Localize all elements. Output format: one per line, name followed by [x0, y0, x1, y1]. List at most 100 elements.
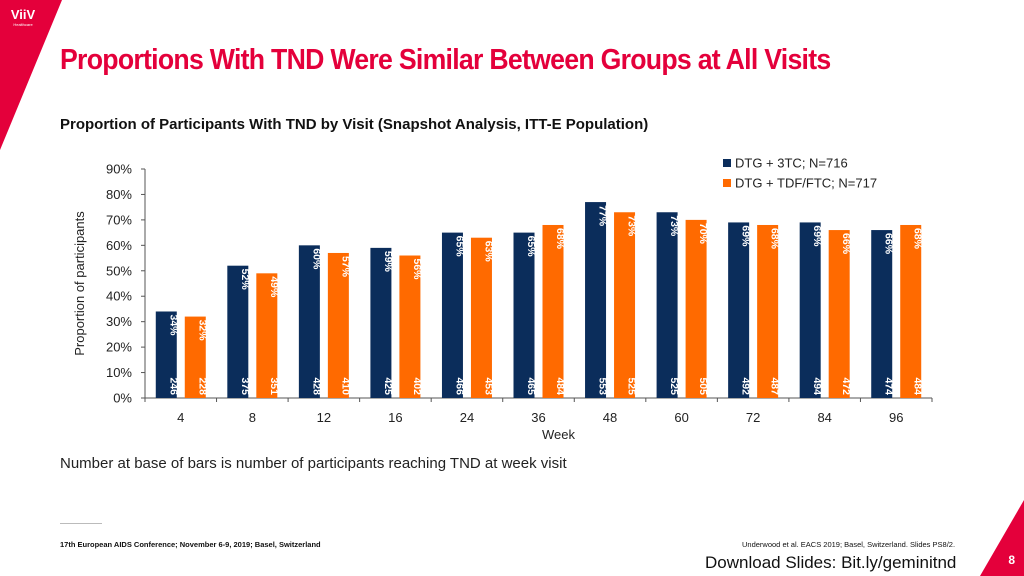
bar-s1-week-96: [871, 230, 893, 398]
bar-count-label: 453: [482, 377, 494, 395]
y-tick-label: 60%: [106, 238, 132, 253]
bar-count-label: 246: [167, 377, 179, 395]
bar-s2-week-16: [399, 255, 421, 398]
bar-s1-week-48: [585, 202, 607, 398]
bar-s1-week-4: [155, 311, 177, 398]
y-tick-label: 10%: [106, 365, 132, 380]
bar-value-label: 69%: [740, 225, 752, 247]
bar-count-label: 484: [912, 377, 924, 395]
x-tick-label: 24: [460, 410, 474, 425]
bar-count-label: 494: [811, 377, 823, 395]
bar-value-label: 73%: [668, 215, 680, 237]
bar-value-label: 60%: [310, 248, 322, 270]
bar-count-label: 410: [339, 377, 351, 395]
corner-accent-bottom-right: [980, 500, 1024, 576]
x-axis-label: Week: [542, 427, 575, 442]
slide-title: Proportions With TND Were Similar Betwee…: [60, 44, 831, 76]
bar-count-label: 425: [382, 377, 394, 395]
bar-s2-week-24: [470, 237, 492, 398]
bar-value-label: 68%: [912, 228, 924, 250]
y-tick-label: 50%: [106, 263, 132, 278]
bar-value-label: 66%: [883, 233, 895, 255]
y-tick-label: 70%: [106, 212, 132, 227]
y-tick-label: 40%: [106, 289, 132, 304]
bar-value-label: 70%: [697, 223, 709, 245]
bar-s2-week-4: [184, 316, 206, 398]
y-axis-label: Proportion of participants: [72, 211, 87, 356]
bar-value-label: 73%: [626, 215, 638, 237]
bar-count-label: 553: [597, 377, 609, 395]
bar-value-label: 32%: [196, 320, 208, 342]
conference-citation: 17th European AIDS Conference; November …: [60, 540, 321, 549]
bar-s2-week-60: [685, 219, 707, 398]
bar-s2-week-48: [614, 212, 636, 398]
bar-count-label: 428: [310, 377, 322, 395]
x-tick-label: 84: [817, 410, 831, 425]
bar-count-label: 472: [840, 377, 852, 395]
bar-s1-week-16: [370, 247, 392, 398]
bar-value-label: 66%: [840, 233, 852, 255]
bar-count-label: 375: [239, 377, 251, 395]
y-tick-label: 30%: [106, 314, 132, 329]
x-tick-label: 72: [746, 410, 760, 425]
bar-s2-week-84: [828, 230, 850, 398]
chart-footnote: Number at base of bars is number of part…: [60, 455, 567, 472]
x-tick-label: 96: [889, 410, 903, 425]
bar-s2-week-72: [757, 224, 779, 398]
bar-s2-week-36: [542, 224, 564, 398]
bar-s2-week-96: [900, 224, 922, 398]
bar-value-label: 57%: [339, 256, 351, 278]
y-tick-label: 20%: [106, 340, 132, 355]
bar-s1-week-8: [227, 265, 249, 398]
bar-value-label: 63%: [482, 241, 494, 263]
bar-value-label: 49%: [268, 276, 280, 298]
bar-value-label: 69%: [811, 225, 823, 247]
bar-count-label: 525: [626, 377, 638, 395]
bar-s1-week-24: [441, 232, 463, 398]
bar-count-label: 525: [668, 377, 680, 395]
x-tick-label: 4: [177, 410, 184, 425]
legend-label: DTG + TDF/FTC; N=717: [735, 176, 877, 191]
bar-s1-week-60: [656, 212, 678, 398]
bar-value-label: 59%: [382, 251, 394, 273]
page-number: 8: [1008, 553, 1015, 567]
bar-value-label: 52%: [239, 269, 251, 291]
legend-swatch: [723, 159, 731, 167]
bar-s1-week-36: [513, 232, 535, 398]
x-tick-label: 60: [674, 410, 688, 425]
bar-count-label: 228: [196, 377, 208, 395]
bar-value-label: 65%: [453, 236, 465, 258]
y-tick-label: 80%: [106, 187, 132, 202]
bar-s2-week-12: [327, 252, 349, 398]
bar-s1-week-12: [298, 245, 320, 398]
viiv-logo: ViiV Healthcare: [6, 7, 40, 28]
bar-count-label: 474: [883, 377, 895, 395]
legend-swatch: [723, 179, 731, 187]
corner-accent-top-left: [0, 0, 62, 150]
legend-label: DTG + 3TC; N=716: [735, 156, 848, 171]
bar-s1-week-72: [728, 222, 750, 398]
bar-value-label: 65%: [525, 236, 537, 258]
bar-count-label: 487: [769, 377, 781, 395]
logo-wordmark: ViiV: [10, 7, 36, 22]
x-tick-label: 48: [603, 410, 617, 425]
x-tick-label: 36: [531, 410, 545, 425]
bar-value-label: 34%: [167, 314, 179, 336]
x-tick-label: 16: [388, 410, 402, 425]
reference-citation: Underwood et al. EACS 2019; Basel, Switz…: [742, 540, 956, 549]
y-tick-label: 90%: [106, 162, 132, 177]
bar-count-label: 505: [697, 377, 709, 395]
bar-count-label: 402: [411, 377, 423, 395]
bar-value-label: 68%: [769, 228, 781, 250]
footer-divider: [60, 523, 102, 524]
x-tick-label: 8: [249, 410, 256, 425]
bar-s1-week-84: [799, 222, 821, 398]
bar-count-label: 465: [525, 377, 537, 395]
download-slides-link[interactable]: Download Slides: Bit.ly/geminitnd: [705, 553, 957, 572]
bar-count-label: 492: [740, 377, 752, 395]
bar-count-label: 466: [453, 377, 465, 395]
bar-value-label: 68%: [554, 228, 566, 250]
logo-subtitle: Healthcare: [13, 22, 33, 27]
x-tick-label: 12: [317, 410, 331, 425]
bar-value-label: 56%: [411, 259, 423, 281]
